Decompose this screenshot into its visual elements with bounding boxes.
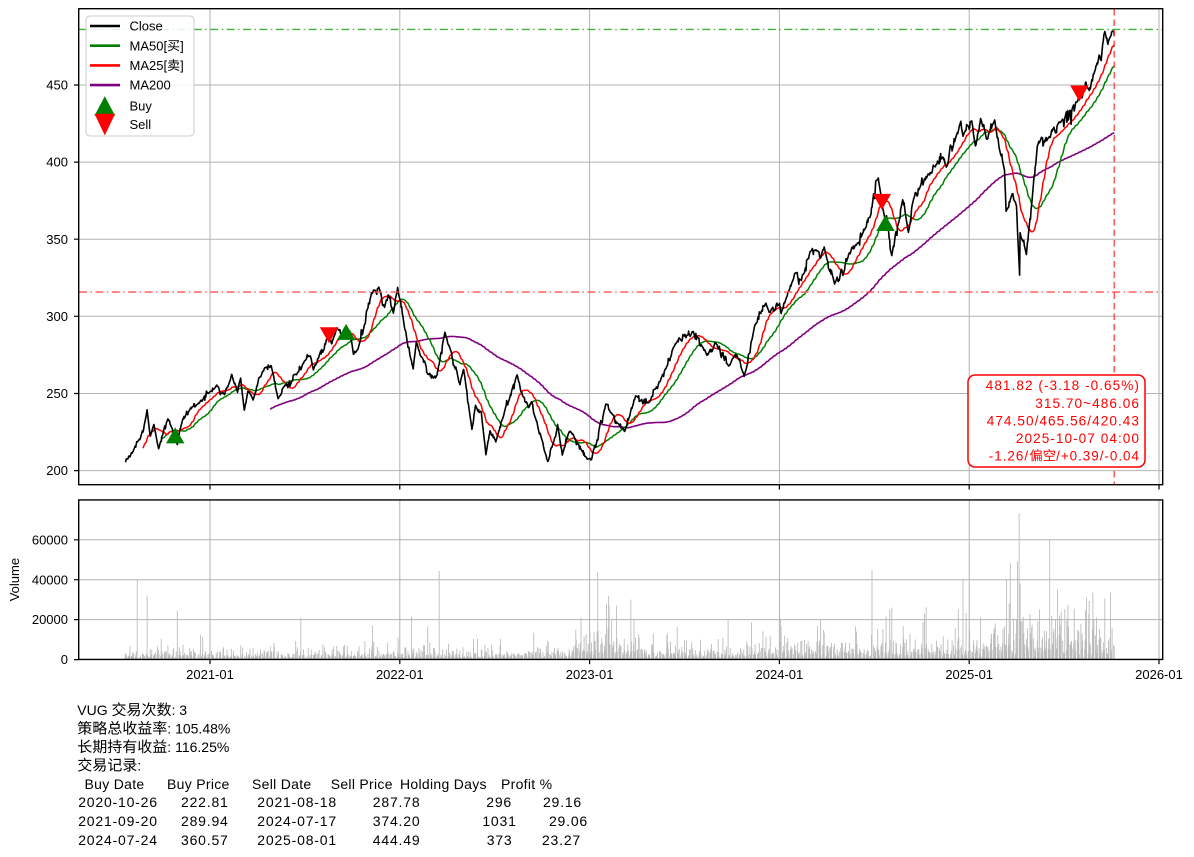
svg-text:MA200: MA200 [130,78,171,93]
svg-text:315.70~486.06: 315.70~486.06 [1035,396,1140,411]
svg-text:200: 200 [46,463,68,478]
svg-text:2020-10-26: 2020-10-26 [78,794,158,810]
svg-text:300: 300 [46,309,68,324]
svg-text:444.49: 444.49 [373,832,421,848]
svg-text:250: 250 [46,386,68,401]
svg-text:23.27: 23.27 [542,832,581,848]
svg-text::: : [137,757,141,773]
svg-text:2026-01: 2026-01 [1135,667,1183,682]
svg-text:MA50[: MA50[ [130,38,168,53]
svg-text:Buy Date: Buy Date [85,776,145,792]
svg-text:Sell: Sell [130,117,152,132]
svg-text:481.82 (-3.18 -0.65%): 481.82 (-3.18 -0.65%) [986,378,1140,393]
svg-text:MA25[: MA25[ [130,58,168,73]
svg-text:]: ] [180,58,184,73]
svg-text:450: 450 [46,78,68,93]
svg-text:2023-01: 2023-01 [566,667,614,682]
svg-text:373: 373 [487,832,513,848]
svg-text:20000: 20000 [32,612,68,627]
svg-text:2025-01: 2025-01 [945,667,993,682]
svg-text:296: 296 [486,794,512,810]
svg-text:2021-09-20: 2021-09-20 [78,813,158,829]
svg-text:2021-01: 2021-01 [186,667,234,682]
svg-text:Holding Days: Holding Days [400,776,487,792]
svg-text:360.57: 360.57 [181,832,229,848]
svg-text:/+0.39/-0.04: /+0.39/-0.04 [1056,448,1140,463]
svg-text:Close: Close [130,19,163,34]
svg-text:2022-01: 2022-01 [376,667,424,682]
svg-text:Buy: Buy [130,99,153,114]
svg-text:289.94: 289.94 [181,813,229,829]
svg-text:374.20: 374.20 [373,813,421,829]
svg-text:2024-07-17: 2024-07-17 [257,813,337,829]
svg-text:29.16: 29.16 [543,794,582,810]
svg-text:350: 350 [46,232,68,247]
svg-text:60000: 60000 [32,532,68,547]
svg-text:: 3: : 3 [172,702,188,718]
svg-text:Sell Date: Sell Date [252,776,312,792]
svg-text:Sell Price: Sell Price [331,776,393,792]
svg-text:1031: 1031 [482,813,516,829]
svg-text:-1.26/: -1.26/ [989,448,1029,463]
svg-text:2021-08-18: 2021-08-18 [257,794,337,810]
svg-text:Profit %: Profit % [501,776,552,792]
svg-text:29.06: 29.06 [549,813,588,829]
svg-text:2025-10-07 04:00: 2025-10-07 04:00 [1016,431,1140,446]
svg-text:222.81: 222.81 [181,794,229,810]
svg-text:Volume: Volume [7,558,22,601]
svg-text:Buy Price: Buy Price [167,776,230,792]
svg-text:: 116.25%: : 116.25% [167,739,229,755]
svg-text:VUG: VUG [77,702,111,718]
svg-text:400: 400 [46,155,68,170]
svg-text:2025-08-01: 2025-08-01 [257,832,337,848]
svg-text:474.50/465.56/420.43: 474.50/465.56/420.43 [987,413,1140,428]
svg-text:0: 0 [61,652,68,667]
svg-text:287.78: 287.78 [373,794,421,810]
svg-text:2024-07-24: 2024-07-24 [78,832,158,848]
svg-text:40000: 40000 [32,572,68,587]
svg-text:]: ] [180,38,184,53]
svg-text:2024-01: 2024-01 [756,667,804,682]
svg-text:: 105.48%: : 105.48% [167,721,230,737]
